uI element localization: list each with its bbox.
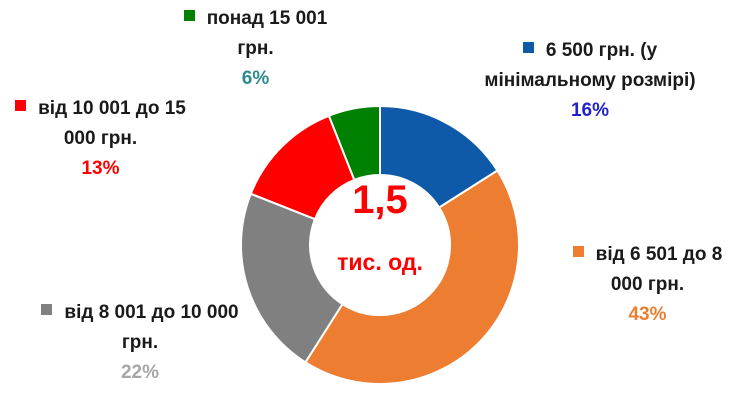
slice-label: 6 500 грн. (у мінімальному розмірі) 16% <box>480 36 700 126</box>
category-label: від 10 001 до 15 000 грн. <box>38 98 186 149</box>
slice-label: від 6 501 до 8 000 грн. 43% <box>555 240 740 330</box>
value-label: 13% <box>81 158 120 179</box>
category-label: від 8 001 до 10 000 грн. <box>64 302 239 353</box>
category-label: 6 500 грн. (у мінімальному розмірі) <box>484 40 696 91</box>
category-label: понад 15 001 грн. <box>206 8 328 59</box>
value-label: 6% <box>241 68 270 89</box>
legend-marker <box>183 10 195 21</box>
value-label: 43% <box>628 304 667 325</box>
category-label: від 6 501 до 8 000 грн. <box>595 244 723 295</box>
center-text: тис. од. <box>337 249 423 275</box>
donut-slice <box>379 104 499 209</box>
donut-slice <box>249 114 356 221</box>
donut-slice <box>304 169 520 385</box>
center-text: 1,5 <box>352 178 408 222</box>
donut-slice <box>240 192 344 364</box>
value-label: 22% <box>120 362 160 383</box>
slice-label: від 8 001 до 10 000 грн. 22% <box>30 298 250 388</box>
slice-label: понад 15 001 грн. 6% <box>168 4 343 94</box>
legend-marker <box>522 42 534 53</box>
legend-marker <box>572 246 584 257</box>
legend-marker <box>41 304 53 315</box>
slice-label: від 10 001 до 15 000 грн. 13% <box>8 94 193 184</box>
value-label: 16% <box>570 100 610 121</box>
legend-marker <box>15 100 27 111</box>
